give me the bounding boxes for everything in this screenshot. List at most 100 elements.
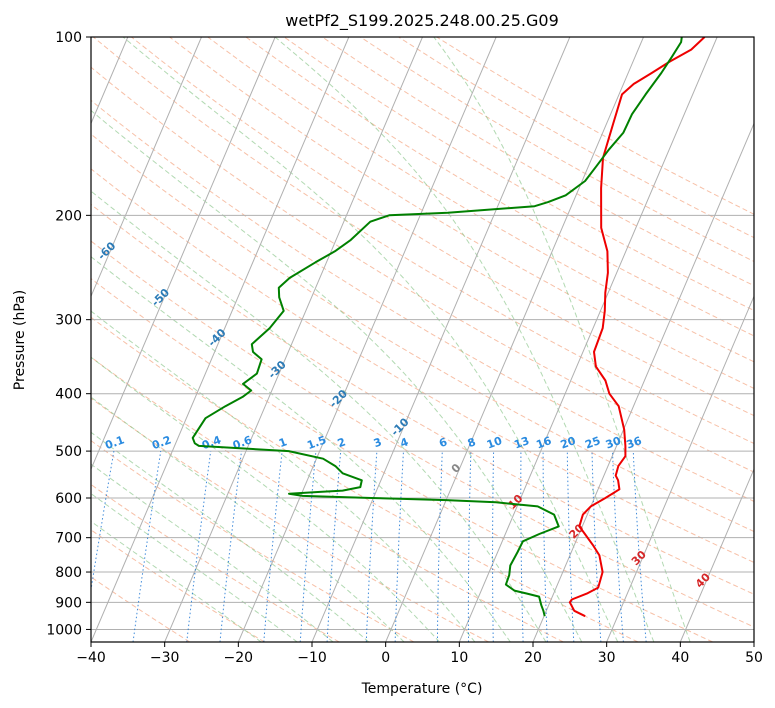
dry-adiabat [245,37,754,337]
x-tick-label: −40 [76,650,106,666]
mixing-ratio-label: 1 [277,435,289,450]
isotherm-gridline [532,122,754,642]
mixing-ratio-label: 36 [625,434,644,452]
mixing-ratio-label: 13 [512,434,531,451]
dry-adiabat [91,316,639,642]
mixing-ratio-label: 10 [485,434,504,452]
axes: −40 −30 −20 −10 0 10 20 30 40 5010020030040050060… [46,30,763,666]
y-tick-label: 200 [55,208,82,224]
mixing-ratio-label: 4 [398,435,410,450]
dry-adiabat [91,168,754,563]
isotherm-gridline [311,37,571,642]
dry-adiabat [91,240,754,628]
y-tick-label: 400 [55,387,82,403]
dry-adiabat [91,203,754,595]
dry-adiabat [283,37,754,312]
mixing-ratio-line [467,451,472,642]
mixing-ratio-label: 8 [466,435,478,450]
x-axis-label: Temperature (°C) [361,681,483,697]
dry-adiabat [91,483,340,642]
dry-adiabat [91,133,754,533]
mixing-ratio-label: 3 [372,435,384,450]
dry-adiabat [169,37,754,389]
mixing-ratio-line [219,451,242,642]
dry-adiabat [91,278,713,642]
x-tick-label: 30 [598,650,616,666]
x-tick-label: 40 [671,650,689,666]
mixing-ratio-label: 6 [437,435,449,450]
isotherm-gridline [753,640,754,642]
isotherm-gridline [91,37,202,298]
y-axis-label: Pressure (hPa) [12,290,28,390]
line-labels: 0.10.20.40.611.52346810131620253036-100-… [0,130,713,590]
mixing-ratio-label: 0.4 [200,433,223,452]
y-tick-label: 900 [55,595,82,611]
dry-adiabat [92,37,754,445]
dry-adiabat [91,529,265,642]
isotherm-label: -10 [388,415,411,438]
moist-adiabat [91,493,298,642]
plot-background-lines [91,37,754,642]
mixing-ratio-label: 0.2 [150,433,173,452]
y-tick-label: 800 [55,565,82,581]
isotherm-gridline [458,37,718,642]
isotherm-label: -30 [266,358,289,381]
dry-adiabat [207,37,754,363]
isotherm-gridline [679,467,754,642]
x-tick-label: 50 [745,650,763,666]
x-tick-label: −30 [150,650,180,666]
moist-adiabat [91,356,440,642]
mixing-ratio-line [263,451,283,642]
dry-adiabat [91,99,754,502]
mixing-ratio-line [632,451,647,642]
mixing-ratio-line [436,451,443,642]
y-tick-label: 100 [55,30,82,46]
dry-adiabat [91,356,564,642]
mixing-ratio-line [566,451,575,642]
moist-adiabat [433,37,691,642]
isotherm-gridline [385,37,644,642]
plot-frame [90,36,755,643]
isotherm-label: -60 [95,239,118,262]
isotherm-gridline [91,37,276,471]
moist-adiabat [91,256,511,642]
moist-adiabat [91,520,262,642]
mixing-ratio-line [186,451,212,642]
isotherm-label: -70 [47,178,70,201]
y-tick-label: 500 [55,444,82,460]
dry-adiabat [360,37,754,263]
dry-adiabat [91,397,489,642]
mixing-ratio-label: 2 [336,435,348,450]
y-tick-label: 600 [55,491,82,507]
x-tick-label: −20 [224,650,254,666]
moist-adiabat [91,463,334,642]
mixing-ratio-label: 20 [559,434,578,452]
isotherm-label: 40 [693,570,713,590]
mixing-ratio-label: 25 [583,434,602,451]
y-tick-label: 700 [55,531,82,547]
y-tick-label: 1000 [46,622,82,638]
mixing-ratio-line [132,451,162,642]
isotherm-label: -80 [0,130,18,153]
temperature-profile [568,37,706,618]
moist-adiabat [122,37,619,642]
isotherm-label: 10 [506,492,526,512]
isotherm-gridline [164,37,423,642]
isotherm-gridline [606,295,754,642]
isotherm-label: -50 [149,286,172,309]
mixing-ratio-label: 1.5 [305,433,328,452]
mixing-ratio-line [299,451,317,642]
moist-adiabat [91,396,405,642]
mixing-ratio-label: 16 [534,434,553,452]
mixing-ratio-line [365,451,378,642]
x-tick-label: 0 [381,650,390,666]
mixing-ratio-line [91,451,115,593]
mixing-ratio-label: 30 [604,434,623,452]
mixing-ratio-line [492,451,495,642]
moist-adiabat [91,190,547,642]
y-tick-label: 300 [55,313,82,329]
chart-title: wetPf2_S199.2025.248.00.25.G09 [285,11,559,31]
dry-adiabat [91,576,191,642]
moist-adiabat [91,109,583,642]
